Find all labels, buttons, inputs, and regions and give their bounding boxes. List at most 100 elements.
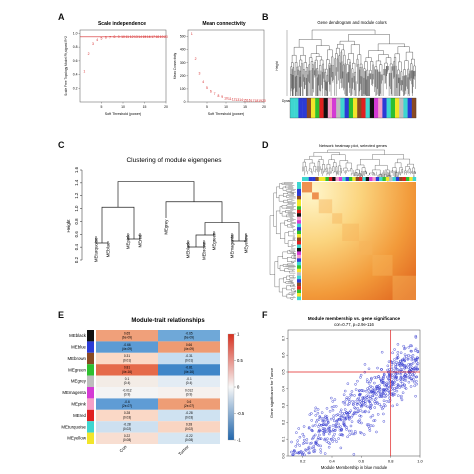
panel-e-cell-pvalue: (6e-09) <box>184 336 194 340</box>
panel-e-row-swatch <box>87 352 94 365</box>
panel-d-network-heatmap: Network heatmap plot, selected genes <box>269 143 417 301</box>
panel-a-label: A <box>58 12 65 22</box>
panel-d-left-bar-segment <box>297 199 301 203</box>
panel-f-point <box>360 421 363 425</box>
panel-f-point <box>296 439 299 442</box>
panel-b-label: B <box>262 12 269 22</box>
panel-f-point <box>345 397 348 401</box>
panel-b-color-bar-segment <box>319 98 324 118</box>
panel-c-ytick-label: 0.2 <box>74 256 79 263</box>
panel-f-point <box>411 361 415 365</box>
panel-f-point <box>352 402 355 406</box>
panel-f-point <box>407 353 410 357</box>
panel-f-point <box>373 390 376 393</box>
panel-b-color-bar-segment <box>399 98 404 118</box>
panel-f-point <box>413 384 416 388</box>
panel-f-point <box>414 394 417 398</box>
panel-a-left-title: Scale independence <box>98 21 146 27</box>
panel-d-left-bar-segment <box>297 289 301 294</box>
panel-f-point <box>359 431 362 434</box>
panel-e-cell-pvalue: (0.9) <box>186 393 193 397</box>
panel-f-point <box>373 398 377 401</box>
panel-c-leaf-label: MEmagenta <box>230 234 235 258</box>
panel-f-point <box>412 380 416 384</box>
panel-a-right-point: 15 <box>243 98 247 102</box>
panel-f-point <box>315 420 318 424</box>
panel-f-point <box>292 453 295 456</box>
panel-f-point <box>385 400 389 403</box>
panel-e-cell <box>96 330 158 342</box>
panel-d-top-bar-segment <box>355 177 360 181</box>
panel-f-point <box>387 360 391 364</box>
panel-c-label: C <box>58 140 65 150</box>
panel-f-point <box>316 408 320 411</box>
panel-f-point <box>399 396 403 400</box>
panel-f-point <box>350 415 353 419</box>
panel-d-top-bar-segment <box>412 177 417 181</box>
panel-f-point <box>409 373 412 376</box>
panel-e-cell <box>158 432 220 444</box>
panel-e-cell-value: -0.31 <box>185 354 192 358</box>
panel-d-top-bar-segment <box>335 177 340 181</box>
panel-f-point <box>357 393 361 397</box>
panel-f-point <box>392 361 395 364</box>
panel-a-left-ytick-label: 0.4 <box>73 73 78 77</box>
panel-f-point <box>414 336 418 339</box>
panel-f-point <box>331 408 335 412</box>
panel-f-point <box>373 376 377 379</box>
panel-f-point <box>384 394 388 397</box>
panel-f-point <box>363 396 366 399</box>
panel-d-left-bar-segment <box>297 213 301 217</box>
panel-a-right-point: 9 <box>221 95 223 99</box>
panel-f-point <box>338 414 342 417</box>
panel-f-point <box>401 370 404 373</box>
panel-f-xtick-label: 0.2 <box>300 459 306 464</box>
panel-f-point <box>382 406 385 409</box>
panel-e-cell-pvalue: (0.01) <box>185 358 193 362</box>
panel-f-point <box>327 445 331 449</box>
panel-f-point <box>380 350 384 354</box>
panel-f-point <box>378 387 382 391</box>
panel-f-point <box>359 373 363 377</box>
panel-f-title: Module membership vs. gene significance <box>308 316 401 321</box>
panel-f-point <box>382 373 386 377</box>
panel-c-ytick-label: 1.4 <box>74 179 79 186</box>
panel-f-point <box>333 438 337 441</box>
panel-f-point <box>379 405 383 408</box>
panel-f-ytick-label: 0.4 <box>282 386 286 391</box>
panel-e-cell <box>96 398 158 410</box>
panel-f-point <box>298 451 301 454</box>
panel-e-cell-pvalue: (0.9) <box>124 393 131 397</box>
panel-b-module-color-bar <box>289 97 417 119</box>
panel-e-cell-value: -0.22 <box>185 434 192 438</box>
panel-f-point <box>337 422 340 426</box>
panel-f-point <box>401 364 405 367</box>
panel-f-point <box>409 349 413 353</box>
panel-d-module-block <box>359 241 373 255</box>
panel-d-top-color-bar <box>302 177 417 181</box>
panel-f-point <box>416 368 419 371</box>
panel-d-top-dendrogram <box>302 149 416 182</box>
panel-f-point <box>416 362 420 365</box>
panel-f-point <box>409 385 413 388</box>
panel-e-cell-value: 0.1 <box>125 377 130 381</box>
panel-f-point <box>346 412 349 416</box>
panel-a-right-point: 20 <box>262 99 266 103</box>
panel-f-point <box>343 389 347 393</box>
panel-f-point <box>319 448 322 451</box>
panel-e-row-label: MEgrey <box>71 379 87 384</box>
panel-f-point <box>415 375 418 379</box>
panel-e-cell-pvalue: (2e-07) <box>184 404 194 408</box>
panel-f-point <box>347 416 351 420</box>
panel-f-point <box>357 398 361 402</box>
panel-f-point <box>408 366 412 370</box>
panel-a-right-point: 10 <box>224 96 228 100</box>
panel-f-point <box>318 428 321 432</box>
panel-a-right-point: 19 <box>258 99 262 103</box>
panel-f-point <box>396 363 399 367</box>
panel-f-point <box>367 382 371 385</box>
panel-a-right-point: 5 <box>206 86 208 90</box>
panel-e-legend-tick-label: -1 <box>237 437 241 442</box>
panel-f-point <box>343 415 346 419</box>
